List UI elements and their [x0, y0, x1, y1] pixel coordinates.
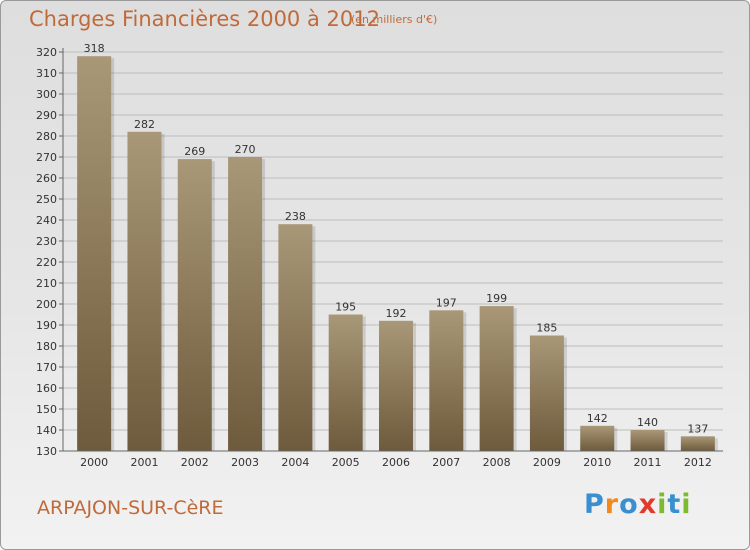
y-tick-label: 130: [36, 445, 57, 458]
value-label: 185: [536, 322, 557, 335]
y-tick-label: 150: [36, 403, 57, 416]
y-tick-label: 190: [36, 319, 57, 332]
x-tick-label: 2007: [432, 456, 460, 469]
bar: [580, 425, 615, 451]
brand-letter: t: [667, 489, 682, 520]
value-label: 137: [687, 422, 708, 435]
brand-logo: Proxiti: [584, 489, 692, 520]
bar: [177, 159, 212, 451]
brand-letter: o: [619, 489, 639, 520]
y-tick-label: 290: [36, 109, 57, 122]
value-label: 199: [486, 292, 507, 305]
value-label: 192: [386, 307, 407, 320]
x-tick-label: 2006: [382, 456, 410, 469]
bar: [479, 306, 514, 451]
chart-title: Charges Financières 2000 à 2012: [29, 7, 380, 31]
x-tick-label: 2002: [181, 456, 209, 469]
x-tick-label: 2000: [80, 456, 108, 469]
x-tick-label: 2001: [130, 456, 158, 469]
brand-letter: r: [604, 489, 620, 520]
value-label: 282: [134, 118, 155, 131]
commune-name: ARPAJON-SUR-CèRE: [37, 497, 224, 519]
value-label: 142: [587, 412, 608, 425]
value-label: 238: [285, 210, 306, 223]
bar: [328, 314, 363, 451]
brand-letter: P: [584, 489, 605, 520]
value-label: 269: [184, 145, 205, 158]
x-tick-label: 2012: [684, 456, 712, 469]
y-tick-label: 240: [36, 214, 57, 227]
bar: [680, 436, 715, 451]
y-tick-label: 270: [36, 151, 57, 164]
bar: [278, 224, 313, 451]
bar: [228, 157, 263, 451]
x-tick-label: 2008: [483, 456, 511, 469]
y-tick-label: 180: [36, 340, 57, 353]
bar: [529, 335, 564, 451]
brand-letter: x: [638, 489, 658, 520]
y-tick-label: 160: [36, 382, 57, 395]
y-tick-label: 250: [36, 193, 57, 206]
y-tick-label: 140: [36, 424, 57, 437]
value-label: 318: [84, 42, 105, 55]
y-tick-label: 220: [36, 256, 57, 269]
y-tick-label: 280: [36, 130, 57, 143]
brand-letter: i: [681, 489, 692, 520]
x-tick-label: 2003: [231, 456, 259, 469]
y-tick-label: 310: [36, 67, 57, 80]
value-label: 197: [436, 296, 457, 309]
bar: [630, 430, 665, 451]
bar: [77, 56, 112, 451]
x-tick-label: 2011: [634, 456, 662, 469]
bar: [429, 310, 464, 451]
brand-letter: i: [657, 489, 668, 520]
y-tick-label: 300: [36, 88, 57, 101]
x-tick-label: 2009: [533, 456, 561, 469]
y-tick-label: 230: [36, 235, 57, 248]
y-tick-label: 260: [36, 172, 57, 185]
y-tick-label: 320: [36, 46, 57, 59]
bar: [379, 320, 413, 451]
bar: [127, 131, 162, 452]
value-label: 270: [235, 143, 256, 156]
y-tick-label: 200: [36, 298, 57, 311]
value-label: 195: [335, 301, 356, 314]
x-tick-label: 2004: [281, 456, 309, 469]
x-tick-label: 2010: [583, 456, 611, 469]
y-tick-label: 170: [36, 361, 57, 374]
x-tick-label: 2005: [332, 456, 360, 469]
value-label: 140: [637, 416, 658, 429]
y-tick-label: 210: [36, 277, 57, 290]
chart-unit-note: (en milliers d'€): [351, 13, 438, 26]
